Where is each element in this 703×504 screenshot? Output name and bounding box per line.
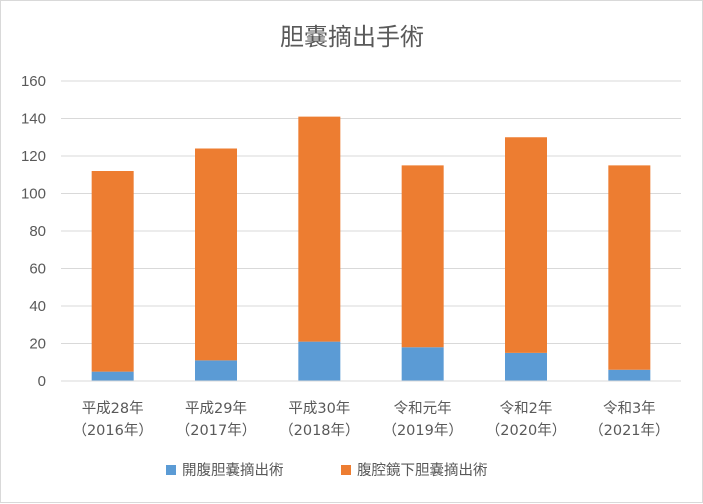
bar-open [298, 341, 341, 381]
y-tick-label: 60 [29, 261, 46, 278]
bar-laparoscopic [195, 148, 237, 361]
y-axis-ticks: 0 20 40 60 80 100 120 140 160 [21, 73, 46, 390]
bar-open [91, 371, 134, 381]
bar-open [195, 360, 237, 381]
legend-label: 開腹胆嚢摘出術 [182, 461, 284, 479]
bar-laparoscopic [91, 171, 134, 372]
x-tick-label: （2017年） [176, 422, 256, 439]
bar-open [401, 347, 444, 381]
x-tick-label: （2021年） [589, 422, 669, 439]
x-tick-label: （2019年） [382, 422, 462, 439]
y-tick-label: 80 [29, 223, 46, 240]
x-axis-labels: 平成28年 （2016年） 平成29年 （2017年） 平成30年 （2018年） 令和元年… [72, 400, 669, 439]
x-tick-label: （2016年） [72, 422, 152, 439]
legend-swatch [341, 465, 351, 475]
legend: 開腹胆嚢摘出術 腹腔鏡下胆嚢摘出術 [166, 461, 488, 479]
chart-title: 胆嚢摘出手術 [280, 23, 424, 51]
bar-laparoscopic [401, 165, 444, 348]
x-tick-label: （2020年） [486, 422, 566, 439]
bar-laparoscopic [298, 116, 341, 342]
y-tick-label: 100 [21, 186, 46, 203]
x-tick-label: 平成28年 [82, 400, 144, 417]
x-tick-label: 平成30年 [288, 400, 350, 417]
bar-laparoscopic [608, 165, 651, 370]
gridlines [61, 80, 681, 344]
x-tick-label: 令和元年 [394, 400, 452, 417]
legend-swatch [166, 465, 176, 475]
y-tick-label: 40 [29, 298, 46, 315]
y-tick-label: 0 [38, 373, 46, 390]
y-tick-label: 120 [21, 148, 46, 165]
bar-laparoscopic [505, 137, 547, 353]
x-tick-label: 令和3年 [603, 400, 656, 417]
y-tick-label: 140 [21, 111, 46, 128]
bars [91, 116, 651, 381]
y-tick-label: 160 [21, 73, 46, 90]
y-tick-label: 20 [29, 336, 46, 353]
x-tick-label: 令和2年 [500, 400, 553, 417]
bar-open [505, 352, 547, 381]
bar-open [608, 369, 651, 381]
legend-label: 腹腔鏡下胆嚢摘出術 [357, 461, 488, 479]
x-tick-label: （2018年） [279, 422, 359, 439]
x-tick-label: 平成29年 [185, 400, 247, 417]
